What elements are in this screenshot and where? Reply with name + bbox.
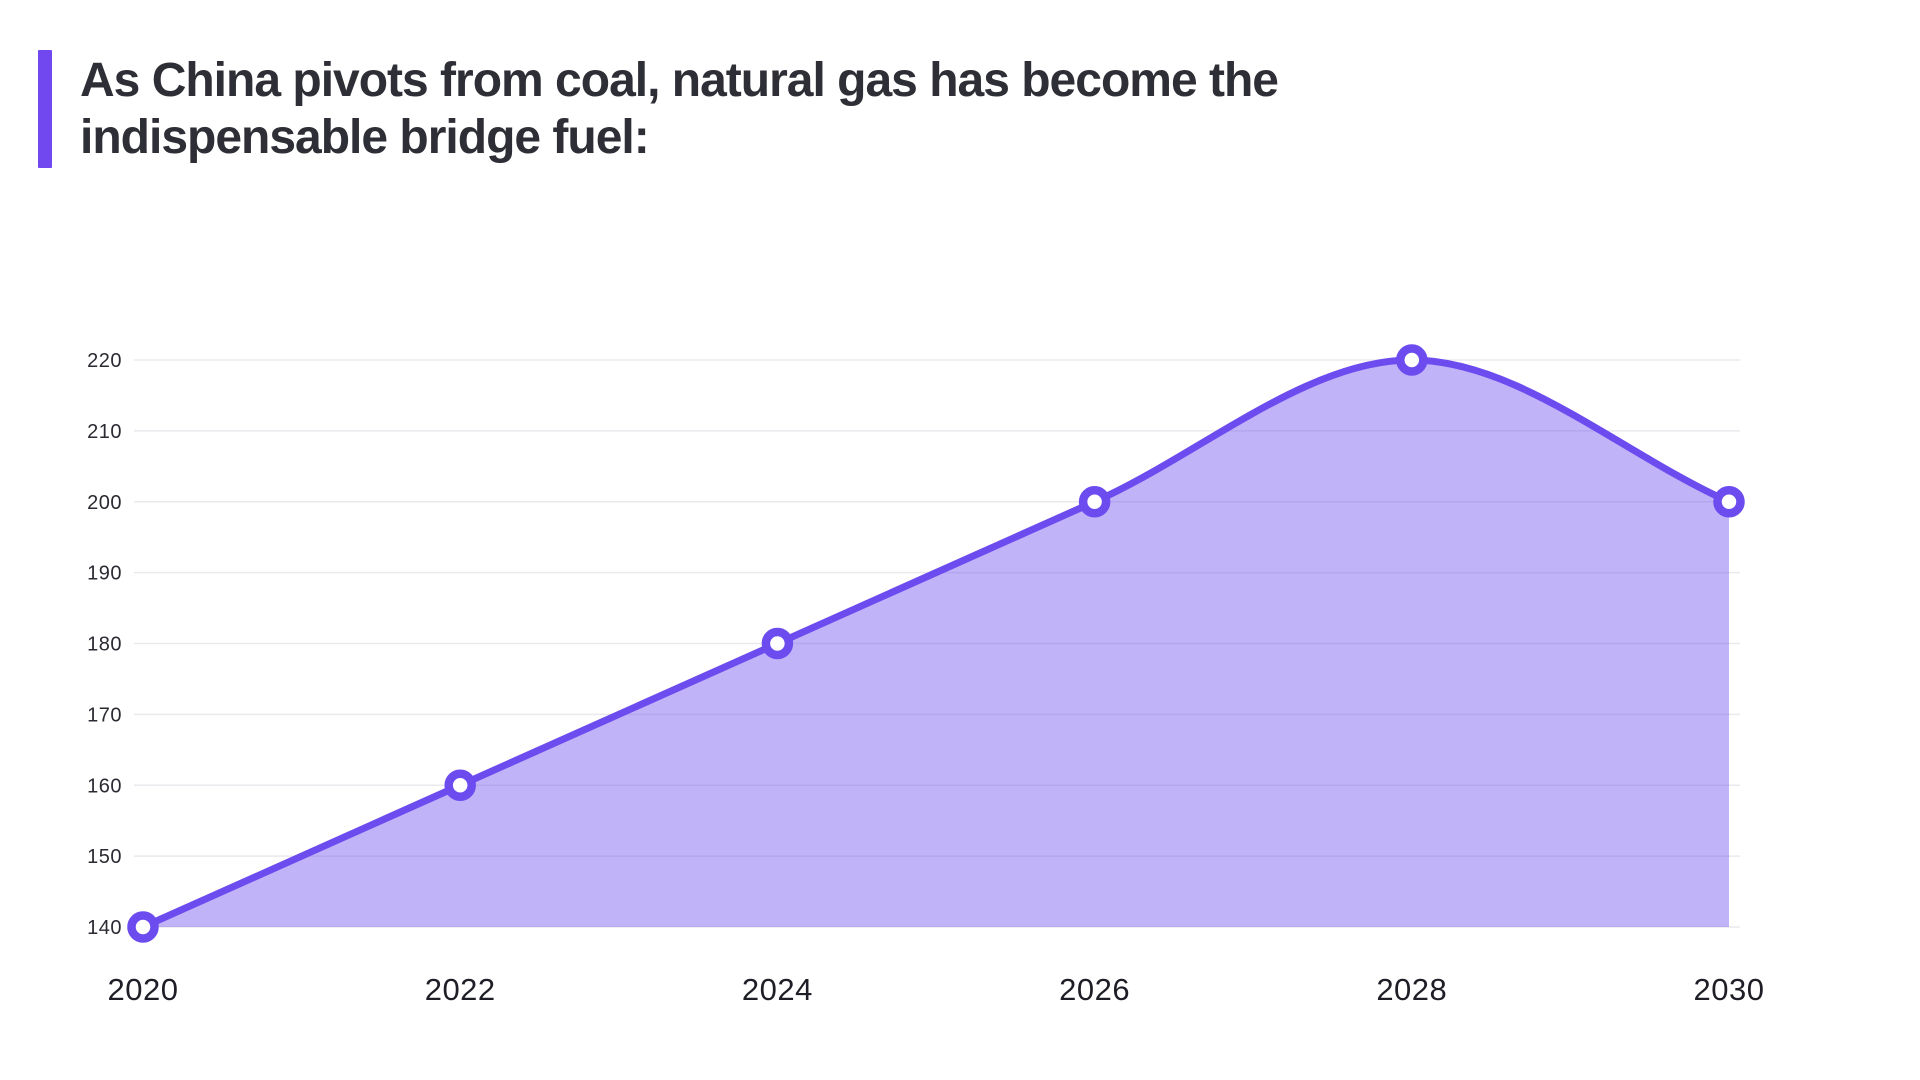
page-title-line-1: As China pivots from coal, natural gas h… xyxy=(80,54,1279,107)
x-axis-label: 2030 xyxy=(1694,972,1765,1007)
y-axis-tick-label: 200 xyxy=(87,492,122,514)
data-point-marker xyxy=(1396,344,1428,376)
area-fill xyxy=(143,360,1729,927)
x-axis-label: 2024 xyxy=(742,972,813,1007)
data-point-marker xyxy=(761,627,794,660)
page-title: As China pivots from coal, natural gas h… xyxy=(80,50,1279,168)
y-axis-tick-label: 220 xyxy=(87,350,122,372)
x-axis-label: 2026 xyxy=(1059,972,1130,1007)
title-accent-bar xyxy=(38,50,52,168)
y-axis-tick-label: 140 xyxy=(87,917,122,939)
chart-header: As China pivots from coal, natural gas h… xyxy=(38,50,1279,168)
trend-line xyxy=(139,356,1733,931)
x-axis-label: 2020 xyxy=(108,972,179,1007)
y-axis-tick-label: 180 xyxy=(87,634,122,656)
y-axis-tick-label: 190 xyxy=(87,563,122,585)
data-point-marker xyxy=(1078,486,1111,518)
data-point-marker xyxy=(1713,486,1745,518)
page-title-line-2: indispensable bridge fuel: xyxy=(80,111,650,164)
y-axis-tick-label: 150 xyxy=(87,846,122,868)
data-point-marker xyxy=(127,911,159,943)
x-axis-label: 2022 xyxy=(425,972,496,1007)
y-axis-tick-label: 170 xyxy=(87,704,122,726)
y-axis-tick-label: 160 xyxy=(87,775,122,797)
x-axis-label: 2028 xyxy=(1376,972,1447,1007)
y-axis-tick-label: 210 xyxy=(87,421,122,443)
data-point-marker xyxy=(444,769,476,801)
